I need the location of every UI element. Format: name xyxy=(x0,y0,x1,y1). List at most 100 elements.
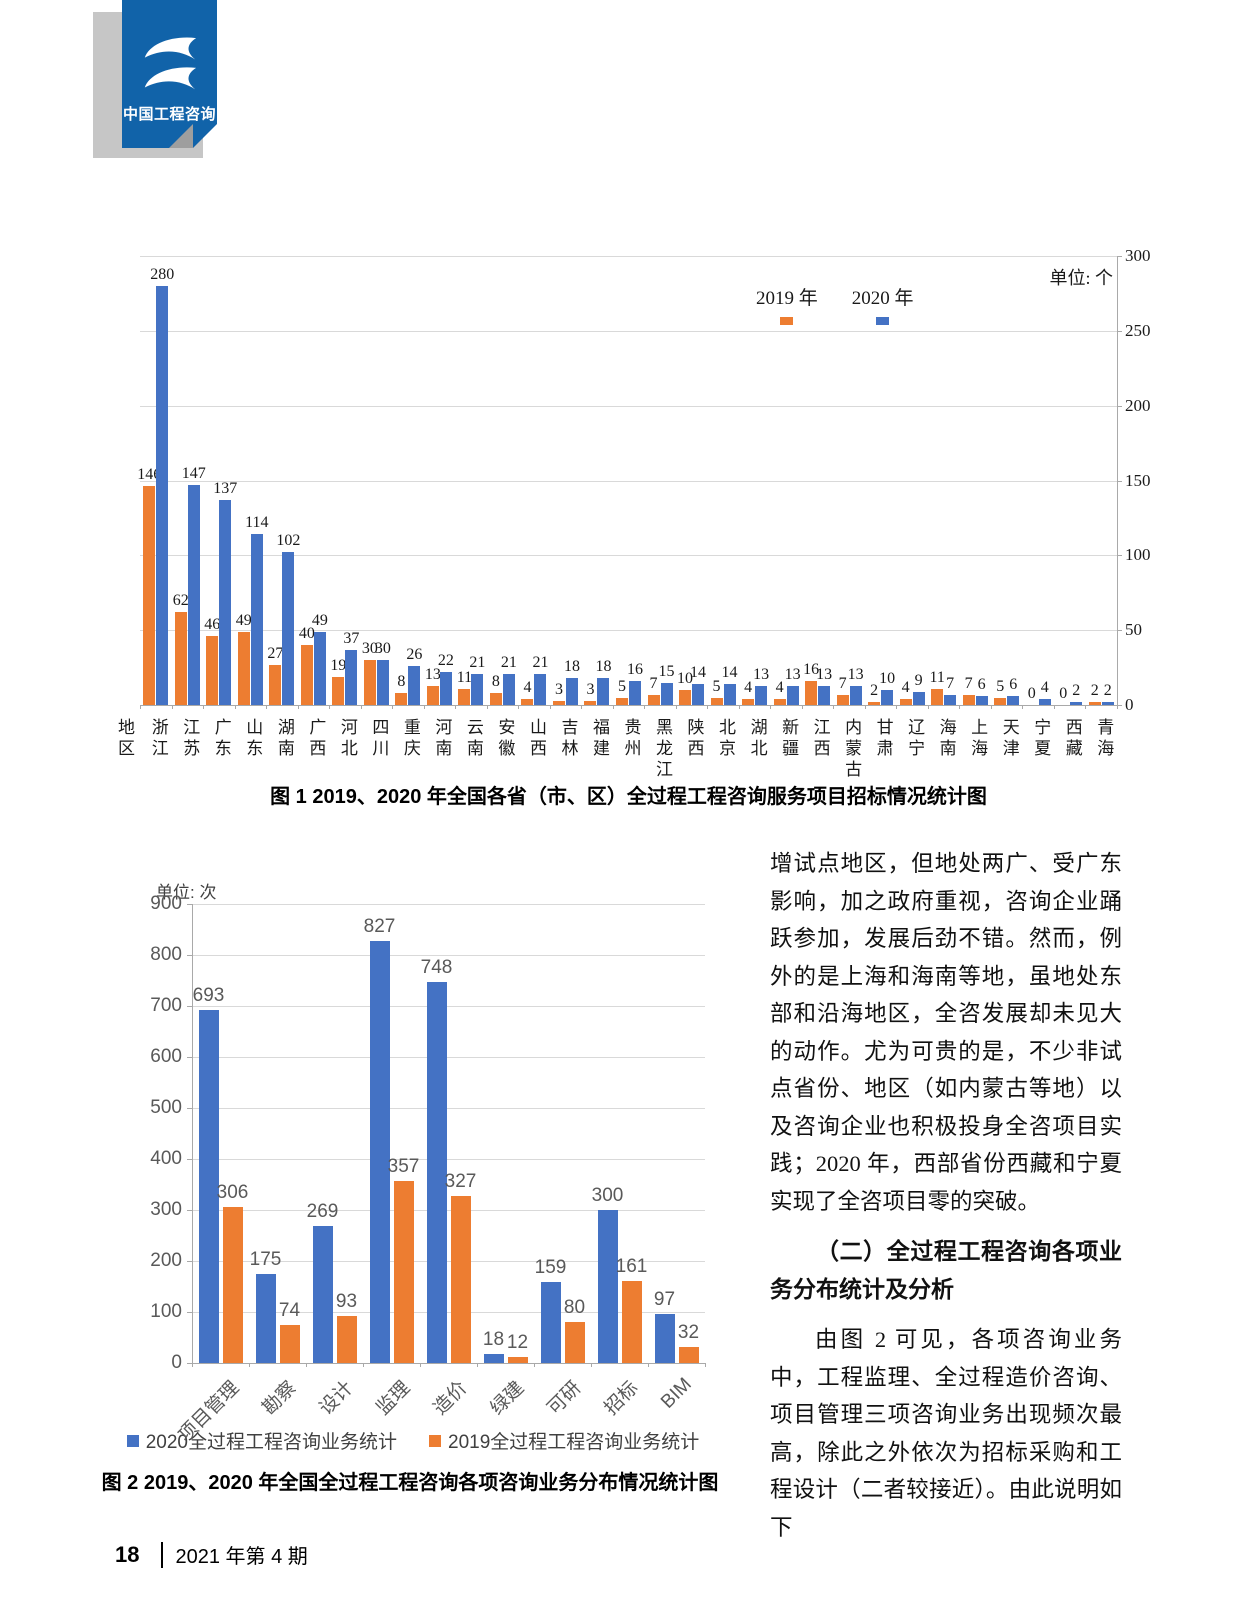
bar-value-label: 4 xyxy=(901,679,910,696)
bar-2020 xyxy=(1070,702,1083,705)
bar-value-label: 2 xyxy=(870,682,879,699)
bar-value-label: 2 xyxy=(1072,682,1081,699)
legend-item: 2020全过程工程咨询业务统计 xyxy=(126,1427,397,1454)
x-axis-tick xyxy=(420,1363,421,1367)
bar-value-label: 26 xyxy=(406,646,423,664)
bar-value-label: 15 xyxy=(658,662,675,680)
bar-2020 xyxy=(912,691,925,705)
x-axis-category-label: 宁夏 xyxy=(1031,718,1051,760)
x-axis-category-label: 海南 xyxy=(936,718,956,760)
article-paragraph-2: 由图 2 可见，各项咨询业务中，工程监理、全过程造价咨询、项目管理三项咨询业务出… xyxy=(770,1327,1122,1540)
x-axis-category-label: 云南 xyxy=(463,718,483,760)
bar-2020 xyxy=(660,682,673,705)
x-axis-tick xyxy=(705,1363,706,1367)
bar-2020 xyxy=(975,696,988,705)
legend-item: 2019全过程工程咨询业务统计 xyxy=(429,1427,699,1454)
y-axis-tick-label: 0 xyxy=(1125,695,1134,714)
gridline xyxy=(192,904,705,905)
bar-value-label: 9 xyxy=(914,671,923,689)
x-axis-tick xyxy=(361,705,362,709)
x-axis-line xyxy=(192,1363,705,1364)
chart1-unit-label: 单位: 个 xyxy=(1049,268,1113,288)
bar-2020 xyxy=(818,685,831,705)
bar-2019 xyxy=(805,681,818,705)
bar-value-label: 14 xyxy=(690,664,707,682)
x-axis-tick xyxy=(591,1363,592,1367)
bar-2020 xyxy=(502,673,515,705)
bar-value-label: 2 xyxy=(1090,682,1099,699)
y-axis-tick-label: 800 xyxy=(150,944,182,965)
bar-value-label: 13 xyxy=(816,665,833,683)
x-axis-tick xyxy=(928,705,929,709)
bar-value-label: 175 xyxy=(249,1248,282,1270)
y-axis-tick xyxy=(187,955,192,956)
page-footer: 18 2021 年第 4 期 xyxy=(115,1540,308,1569)
bar-value-label: 21 xyxy=(532,653,549,671)
gridline xyxy=(140,331,1117,332)
bar-2020 xyxy=(786,685,799,705)
x-axis-tick xyxy=(991,705,992,709)
y-axis-tick xyxy=(187,1006,192,1007)
bar-2020 xyxy=(1007,696,1020,705)
x-axis-category-label: 黑龙江 xyxy=(653,718,673,781)
bar-2019 xyxy=(836,694,849,705)
x-axis-category-label: 新疆 xyxy=(779,718,799,760)
issue-label: 2021 年第 4 期 xyxy=(175,1546,308,1568)
bar-2019 xyxy=(564,1322,585,1363)
bar-value-label: 37 xyxy=(343,629,360,647)
bar-2020 xyxy=(597,678,610,705)
legend-swatch-2020 xyxy=(876,317,890,325)
bar-2020 xyxy=(187,484,200,705)
bar-value-label: 21 xyxy=(500,653,517,671)
bar-2019 xyxy=(962,694,975,705)
bar-value-label: 102 xyxy=(276,532,301,550)
bar-2019 xyxy=(143,486,156,705)
x-axis-tick xyxy=(613,705,614,709)
bar-2019 xyxy=(206,636,219,705)
bar-2020 xyxy=(313,631,326,705)
bar-2020 xyxy=(755,685,768,705)
x-axis-category-label: 河南 xyxy=(432,718,452,760)
x-axis-category-label: 甘肃 xyxy=(873,718,893,760)
bar-value-label: 18 xyxy=(595,658,612,676)
bar-2020 xyxy=(471,673,484,705)
bar-value-label: 161 xyxy=(615,1255,648,1277)
x-axis-tick xyxy=(833,705,834,709)
y-axis-tick-label: 250 xyxy=(1125,320,1151,340)
y-axis-tick-label: 200 xyxy=(150,1250,182,1271)
bar-value-label: 4 xyxy=(775,679,784,696)
bar-value-label: 7 xyxy=(964,674,973,692)
bar-value-label: 16 xyxy=(627,661,643,679)
x-axis-tick xyxy=(249,1363,250,1367)
logo-box: 中国工程咨询 xyxy=(122,0,217,148)
x-axis-category-label: 辽宁 xyxy=(905,718,925,760)
x-axis-category-label: 浙江 xyxy=(148,718,168,760)
bar-2020 xyxy=(654,1313,675,1363)
bar-2020 xyxy=(369,941,390,1363)
y-axis-tick-label: 500 xyxy=(150,1097,182,1118)
bar-value-label: 49 xyxy=(311,611,328,629)
y-axis-tick xyxy=(187,1210,192,1211)
x-axis-category-label: 江苏 xyxy=(180,718,200,760)
bar-value-label: 11 xyxy=(929,668,945,686)
bar-value-label: 693 xyxy=(192,984,225,1006)
bar-2019 xyxy=(363,660,376,705)
y-axis-tick-label: 50 xyxy=(1125,620,1142,640)
bar-value-label: 10 xyxy=(879,670,896,688)
x-axis-category-label: 安徽 xyxy=(495,718,515,760)
page-number: 18 xyxy=(115,1541,140,1567)
bar-value-label: 80 xyxy=(563,1297,586,1319)
bar-2019 xyxy=(279,1325,300,1363)
y-axis-tick xyxy=(1117,406,1122,407)
y-axis-tick xyxy=(1117,481,1122,482)
x-axis-tick xyxy=(172,705,173,709)
chart1-legend: 2019 年 2020 年 xyxy=(756,283,914,325)
bar-2019 xyxy=(678,1346,699,1363)
legend-label-2020: 2020全过程工程咨询业务统计 xyxy=(145,1432,397,1453)
bar-value-label: 748 xyxy=(420,956,453,978)
y-axis-tick-label: 300 xyxy=(150,1199,182,1220)
bar-2020 xyxy=(255,1273,276,1363)
x-axis-tick xyxy=(306,1363,307,1367)
x-axis-category-label: 山西 xyxy=(526,718,546,760)
legend-label-2019: 2019全过程工程咨询业务统计 xyxy=(448,1432,700,1453)
